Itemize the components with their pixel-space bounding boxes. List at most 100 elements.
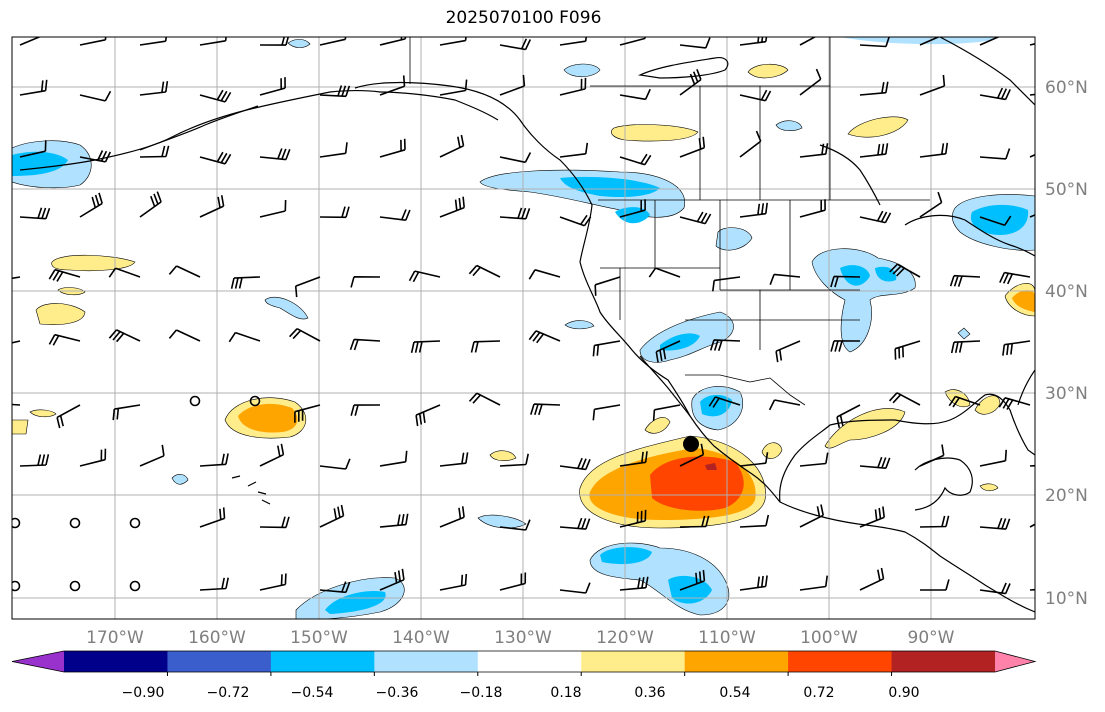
shade-positive bbox=[747, 63, 789, 79]
wind-barb bbox=[679, 515, 710, 528]
wind-barb bbox=[799, 143, 829, 158]
wind-barb bbox=[108, 267, 141, 278]
wind-barb bbox=[108, 329, 141, 343]
wind-barb bbox=[979, 215, 1012, 227]
wind-barb bbox=[199, 577, 229, 591]
wind-barb bbox=[919, 142, 949, 158]
wind-barb bbox=[559, 517, 591, 530]
colorbar-segment bbox=[167, 651, 272, 672]
wind-barb bbox=[319, 581, 351, 594]
wind-barb bbox=[499, 572, 527, 591]
coastline-north-america-west bbox=[354, 81, 1035, 613]
wind-barb bbox=[139, 37, 168, 46]
calm-wind-markers bbox=[12, 395, 261, 592]
wind-barb bbox=[439, 506, 465, 528]
shade-negative bbox=[264, 296, 309, 320]
wind-barb bbox=[439, 134, 465, 158]
shade-negative bbox=[477, 514, 527, 529]
shade-positive bbox=[644, 417, 671, 434]
wind-barb bbox=[739, 202, 768, 218]
wind-barb bbox=[79, 90, 112, 102]
wind-barb bbox=[379, 513, 409, 528]
calm-wind-marker bbox=[12, 517, 21, 529]
colorbar-segment bbox=[788, 651, 893, 672]
shade-negative bbox=[775, 120, 803, 131]
wind-barb bbox=[559, 142, 589, 158]
coastline-aleutians bbox=[139, 105, 259, 151]
wind-barb bbox=[775, 340, 801, 363]
map-frame bbox=[11, 36, 1036, 620]
colorbar-segment bbox=[270, 651, 375, 672]
wind-barb bbox=[830, 275, 861, 288]
wind-barb bbox=[559, 582, 591, 594]
wind-barb bbox=[199, 89, 232, 103]
wind-barb bbox=[979, 582, 1011, 595]
wind-barb bbox=[888, 392, 921, 406]
colorbar-tick-label: −0.18 bbox=[460, 685, 503, 701]
wind-barb bbox=[679, 211, 712, 225]
wind-barb bbox=[768, 399, 801, 411]
wind-barb bbox=[499, 74, 526, 96]
wind-barb bbox=[859, 210, 892, 224]
wind-barb bbox=[499, 453, 529, 467]
wind-barb bbox=[708, 396, 741, 408]
wind-barb bbox=[379, 209, 411, 221]
wind-barb bbox=[12, 340, 21, 344]
wind-barb bbox=[79, 448, 107, 467]
wind-barb bbox=[139, 80, 169, 96]
shade-positive bbox=[705, 463, 717, 470]
lon-label: 160°W bbox=[188, 628, 246, 648]
shade-positive bbox=[979, 483, 999, 492]
wind-barb bbox=[499, 38, 532, 51]
wind-barb bbox=[859, 456, 891, 469]
wind-barb bbox=[19, 454, 50, 467]
wind-barb bbox=[439, 452, 469, 467]
wind-barb bbox=[919, 515, 950, 528]
coastline-greenland-edge bbox=[939, 37, 1035, 106]
colorbar-tick-label: −0.72 bbox=[207, 685, 250, 701]
wind-barb bbox=[619, 451, 648, 467]
wind-barb bbox=[415, 404, 441, 427]
wind-barb bbox=[468, 392, 501, 406]
colorbar-tick-label: 0.90 bbox=[888, 685, 919, 701]
coastlines bbox=[19, 37, 1035, 613]
wind-barb bbox=[439, 79, 468, 96]
wind-barb bbox=[619, 88, 651, 101]
wind-barb bbox=[836, 404, 861, 428]
wind-barb bbox=[319, 206, 350, 219]
shade-negative bbox=[970, 204, 1029, 235]
lon-label: 130°W bbox=[494, 628, 552, 648]
lon-label: 120°W bbox=[596, 628, 654, 648]
wind-barb bbox=[739, 575, 768, 591]
wind-barb bbox=[739, 514, 770, 528]
wind-barb bbox=[1029, 464, 1035, 467]
lon-label: 140°W bbox=[392, 628, 450, 648]
wind-barb bbox=[349, 338, 381, 351]
shade-positive bbox=[650, 456, 744, 511]
shade-positive bbox=[35, 303, 86, 325]
wind-barb bbox=[19, 140, 47, 158]
wind-barb bbox=[1029, 93, 1035, 96]
wind-barb bbox=[79, 150, 112, 163]
wind-barb bbox=[530, 403, 561, 416]
lat-label: 20°N bbox=[1045, 486, 1088, 506]
wind-barb bbox=[979, 87, 1011, 101]
wind-barb bbox=[739, 130, 762, 158]
shade-negative bbox=[563, 63, 601, 78]
shade-negative bbox=[171, 474, 189, 485]
wind-barb bbox=[139, 145, 170, 158]
wind-barb bbox=[619, 37, 646, 46]
wind-barb bbox=[139, 444, 165, 467]
wind-barb bbox=[799, 199, 826, 218]
lat-label: 10°N bbox=[1045, 589, 1088, 609]
calm-wind-marker bbox=[129, 580, 141, 592]
wind-barb bbox=[79, 192, 103, 218]
coastline-baja-california bbox=[639, 355, 691, 417]
shade-negative bbox=[715, 227, 753, 251]
wind-barb bbox=[19, 37, 42, 46]
shade-positive bbox=[489, 450, 517, 461]
wind-barb bbox=[679, 136, 706, 158]
shade-positive bbox=[974, 395, 1001, 415]
shade-positive bbox=[29, 409, 57, 418]
shade-negative bbox=[325, 590, 386, 614]
